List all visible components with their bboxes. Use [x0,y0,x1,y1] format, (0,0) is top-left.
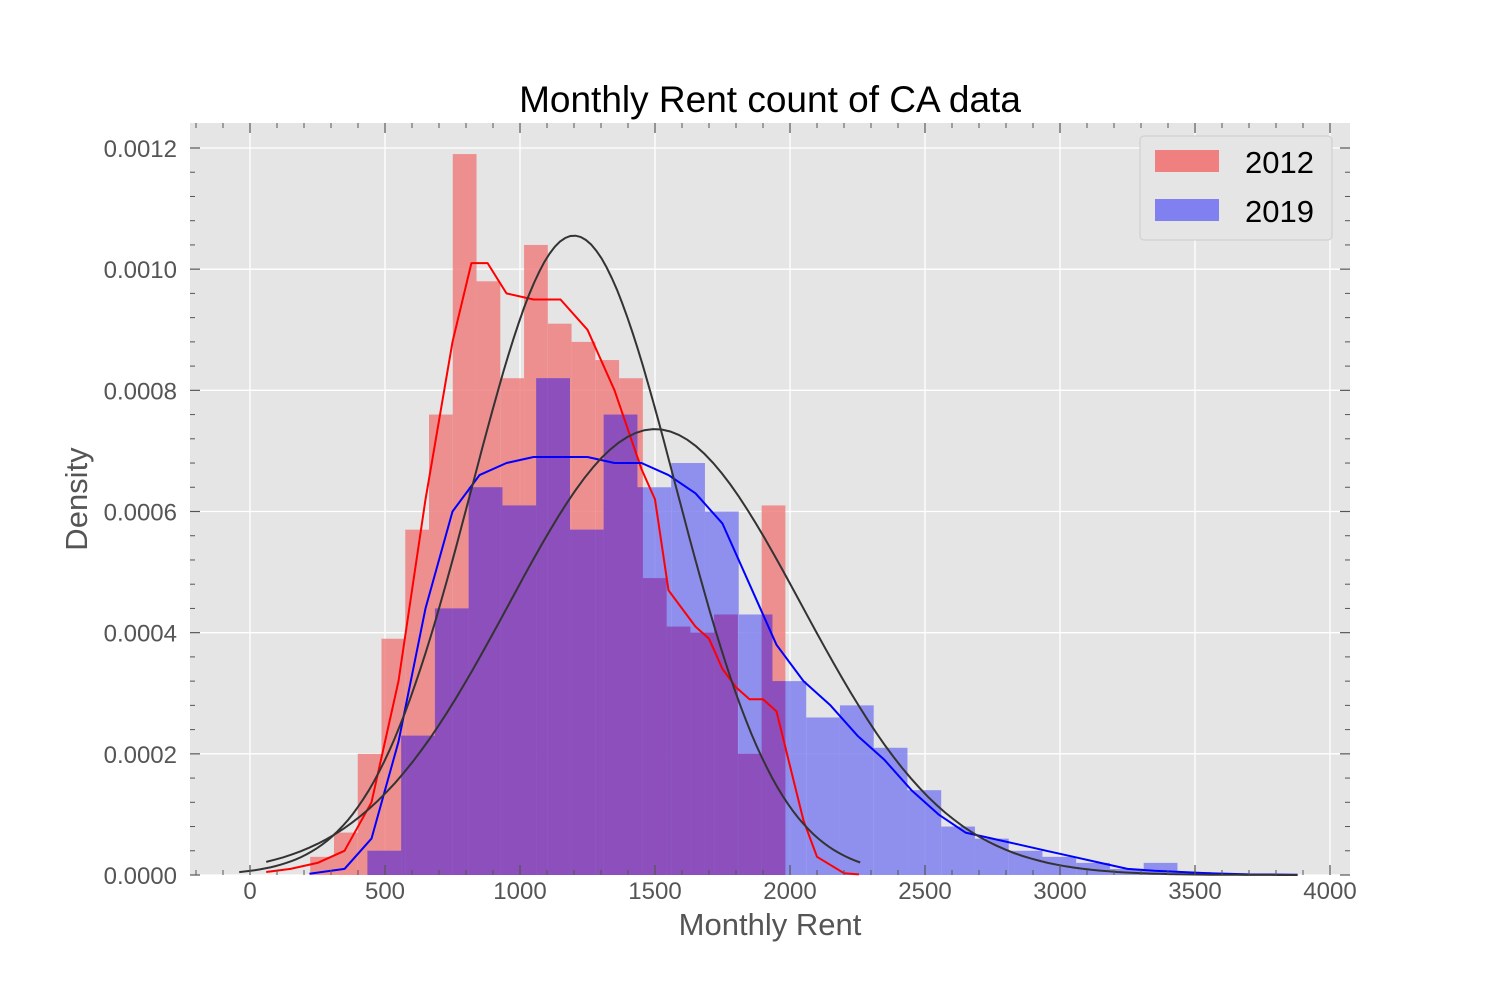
legend-label-2019: 2019 [1245,194,1314,229]
overlap-bar [381,850,402,875]
overlap-bar [642,578,667,875]
histogram-bar-2019 [806,717,840,875]
overlap-bar [603,414,620,875]
overlap-bar [500,487,503,875]
overlap-bar [569,529,572,875]
overlap-bar [595,529,604,875]
legend: 2012 2019 [1139,135,1333,241]
overlap-bar [547,378,570,875]
kde-curve-2012 [266,262,859,876]
x-axis-label: Monthly Rent [679,907,862,942]
histogram-bars [310,154,1212,876]
overlap-bar [772,681,786,875]
overlap-bar [737,753,739,875]
overlap-bar [452,608,469,875]
overlap-bar [434,608,453,875]
x-tick-label: 4000 [1303,878,1356,905]
legend-swatch-2019 [1155,199,1219,221]
normal-fit-curve [265,428,1298,876]
y-axis-label: Density [59,447,94,551]
overlap-bar [429,735,435,875]
overlap-bar [401,735,406,875]
normal-fit-curve [239,234,861,874]
x-tick-label: 500 [365,878,405,905]
overlap-bar [761,614,773,875]
overlap-bar [671,626,691,875]
overlap-bars [367,378,786,875]
overlap-bar [468,487,477,875]
histogram-bar-2019 [941,826,975,875]
histogram-bar-2019 [1008,850,1043,875]
y-tick-label: 0.0008 [104,378,177,405]
kde-curve-2019 [309,456,1298,876]
density-curves [239,234,1298,876]
tick-labels: 0 500 1000 1500 2000 2500 3000 3500 4000 0.0000 0.… [104,136,1357,905]
y-tick-label: 0.0006 [104,500,177,527]
x-tick-label: 2000 [763,878,816,905]
overlap-bar [738,753,762,875]
overlap-bar [704,632,715,875]
y-tick-label: 0.0012 [104,136,177,163]
x-tick-label: 3000 [1033,878,1086,905]
overlap-bar [571,529,596,875]
x-tick-label: 0 [243,878,256,905]
y-tick-label: 0.0010 [104,257,177,284]
y-tick-label: 0.0004 [104,621,177,648]
overlap-bar [666,626,672,875]
overlap-bar [637,487,643,875]
histogram-bar-2019 [974,838,1009,875]
y-tick-label: 0.0002 [104,742,177,769]
x-tick-label: 3500 [1168,878,1221,905]
overlap-bar [690,632,705,875]
overlap-bar [619,414,638,875]
overlap-bar [405,735,430,875]
y-tick-label: 0.0000 [104,863,177,890]
x-tick-label: 1000 [493,878,546,905]
chart-title: Monthly Rent count of CA data [519,79,1021,120]
x-tick-label: 2500 [898,878,951,905]
overlap-bar [714,614,738,875]
histogram-bar-2019 [839,705,874,875]
axis-ticks [190,123,1350,876]
overlap-bar [524,505,537,875]
overlap-bar [502,505,525,875]
overlap-bar [367,850,382,875]
legend-swatch-2012 [1155,150,1219,172]
overlap-bar [476,487,501,875]
histogram-bar-2012 [333,832,358,875]
histogram-bar-2019 [1076,862,1110,875]
legend-label-2012: 2012 [1245,145,1314,180]
x-tick-label: 1500 [628,878,681,905]
overlap-bar [536,378,548,875]
